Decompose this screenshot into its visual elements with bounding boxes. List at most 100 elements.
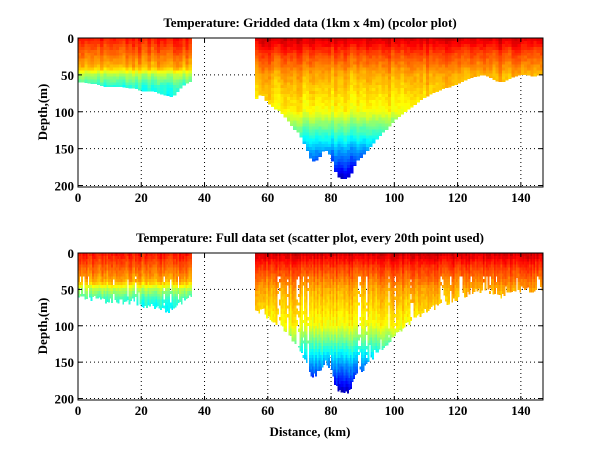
data-cell (441, 73, 446, 77)
data-cell (296, 67, 300, 71)
data-cell (305, 129, 310, 133)
data-cell (514, 38, 518, 42)
data-cell (304, 253, 307, 257)
data-cell (308, 117, 313, 121)
data-cell (269, 253, 272, 257)
data-cell (302, 319, 305, 324)
data-cell (190, 279, 193, 283)
data-cell (270, 285, 273, 289)
data-cell (172, 76, 177, 80)
data-cell (327, 64, 332, 68)
data-cell (288, 331, 291, 335)
data-cell (146, 261, 148, 265)
data-cell (153, 285, 156, 289)
data-cell (283, 255, 286, 260)
data-cell (141, 40, 145, 45)
data-cell (176, 290, 178, 295)
data-cell (539, 40, 544, 45)
data-cell (288, 325, 291, 329)
data-cell (153, 38, 158, 42)
data-cell (160, 82, 164, 86)
data-cell (422, 46, 427, 51)
data-cell (283, 305, 286, 309)
data-cell (264, 49, 269, 54)
data-cell (340, 43, 345, 48)
data-cell (302, 64, 307, 68)
data-cell (511, 49, 515, 54)
data-cell (321, 105, 326, 110)
data-cell (130, 270, 133, 274)
data-cell (301, 325, 303, 329)
data-cell (365, 79, 370, 83)
data-cell (161, 264, 164, 268)
data-cell (138, 276, 140, 280)
data-cell (115, 279, 118, 283)
data-cell (256, 261, 259, 265)
data-cell (539, 73, 544, 76)
data-cell (117, 279, 120, 283)
data-cell (100, 273, 103, 277)
data-cell (168, 279, 171, 283)
data-cell (293, 331, 295, 335)
data-cell (286, 120, 291, 122)
data-cell (111, 264, 114, 268)
data-cell (299, 94, 303, 98)
data-cell (365, 126, 370, 130)
data-cell (138, 261, 140, 265)
data-cell (134, 73, 139, 77)
data-cell (301, 290, 303, 295)
data-cell (185, 55, 190, 59)
data-cell (188, 64, 193, 68)
data-cell (152, 273, 155, 277)
data-cell (166, 299, 169, 303)
data-cell (331, 49, 335, 54)
data-cell (267, 261, 270, 265)
data-cell (275, 276, 278, 280)
data-cell (264, 279, 267, 283)
data-cell (179, 258, 182, 263)
data-cell (164, 311, 167, 313)
data-cell (280, 270, 283, 274)
data-cell (182, 273, 185, 277)
data-cell (463, 38, 468, 42)
data-cell (258, 49, 262, 54)
data-cell (460, 64, 465, 68)
data-cell (346, 82, 351, 86)
data-cell (302, 46, 307, 51)
data-cell (362, 58, 367, 62)
data-cell (312, 58, 316, 62)
data-cell (296, 253, 299, 257)
data-cell (293, 91, 297, 95)
data-cell (90, 73, 95, 77)
data-cell (255, 299, 258, 303)
data-cell (153, 308, 156, 309)
data-cell (486, 64, 490, 68)
data-cell (108, 258, 110, 263)
data-cell (312, 150, 316, 154)
data-cell (454, 43, 458, 48)
data-cell (264, 64, 269, 68)
data-cell (448, 38, 452, 42)
data-cell (340, 99, 345, 104)
data-cell (277, 40, 281, 45)
data-cell (293, 70, 297, 74)
data-cell (267, 97, 272, 101)
data-cell (144, 85, 148, 89)
data-cell (179, 293, 182, 297)
data-cell (96, 52, 101, 57)
data-cell (293, 273, 295, 277)
data-cell (166, 253, 169, 257)
data-cell (327, 46, 332, 51)
data-cell (353, 102, 357, 107)
data-cell (128, 58, 133, 62)
data-cell (533, 46, 537, 51)
data-cell (305, 138, 310, 142)
data-cell (289, 328, 292, 332)
data-cell (93, 52, 98, 57)
data-cell (131, 285, 134, 289)
data-cell (85, 261, 88, 265)
data-cell (346, 135, 351, 139)
data-cell (147, 79, 152, 83)
data-cell (331, 85, 335, 89)
data-cell (394, 58, 398, 62)
